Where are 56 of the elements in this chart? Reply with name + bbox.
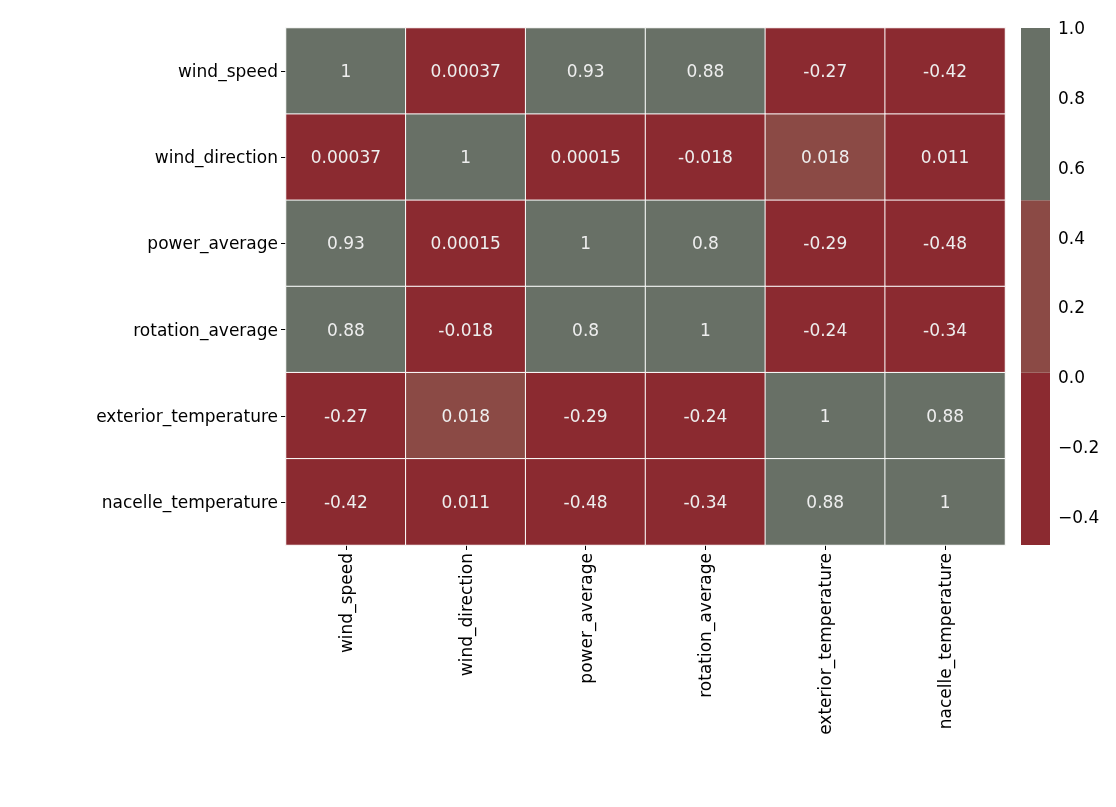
x-tick-label: wind_speed [335, 553, 357, 654]
data-label: 0.93 [566, 61, 605, 82]
x-tick-label: wind_direction [455, 553, 477, 677]
color-bar-label: 0.8 [1058, 87, 1086, 108]
data-label: 0.8 [572, 319, 600, 340]
color-bar-label: 0.2 [1058, 297, 1086, 318]
data-label: 0.00037 [430, 61, 501, 82]
x-tick-label: power_average [575, 553, 597, 684]
color-bar-label: −0.4 [1058, 507, 1100, 528]
data-label: -0.34 [923, 319, 968, 340]
data-label: 0.88 [686, 61, 725, 82]
data-label: 1 [819, 405, 831, 426]
data-label: 0.00015 [550, 147, 621, 168]
color-bar-label: 0.6 [1058, 157, 1086, 178]
data-label: -0.27 [323, 405, 368, 426]
y-tick-label: wind_speed [177, 61, 278, 83]
color-bar-label: 0.4 [1058, 227, 1086, 248]
data-label: 0.88 [326, 319, 365, 340]
data-label: 1 [700, 319, 711, 340]
data-label: 1 [340, 61, 352, 82]
data-label: 0.93 [326, 233, 365, 254]
data-label: -0.34 [683, 491, 728, 512]
data-label: -0.42 [923, 61, 968, 82]
color-bar-label: 1.0 [1058, 18, 1086, 38]
data-label: 0.018 [441, 405, 491, 426]
data-label: 0.88 [926, 405, 965, 426]
data-label: -0.018 [678, 147, 733, 168]
y-tick-label: wind_direction [154, 147, 278, 169]
color-bar-label: −0.2 [1058, 437, 1100, 458]
data-label: 0.00037 [310, 147, 382, 168]
x-tick-label: nacelle_temperature [935, 553, 957, 730]
data-label: -0.29 [803, 233, 848, 254]
y-tick-label: rotation_average [133, 319, 278, 341]
data-label: 0.00015 [430, 233, 501, 254]
data-label: 0.8 [691, 233, 719, 254]
y-tick-label: power_average [147, 233, 278, 255]
data-label: 1 [939, 491, 951, 512]
data-label: -0.24 [803, 319, 848, 340]
y-tick-label: exterior_temperature [96, 405, 278, 427]
data-label: -0.018 [438, 319, 494, 340]
data-label: 0.018 [800, 147, 850, 168]
data-label: -0.29 [563, 405, 608, 426]
data-label: 0.88 [806, 491, 845, 512]
data-label: -0.42 [323, 491, 368, 512]
data-label: 1 [460, 147, 472, 168]
data-label: -0.27 [803, 61, 848, 82]
x-tick-label: rotation_average [695, 553, 717, 698]
color-bar-label: 0.0 [1058, 367, 1086, 388]
data-label: 1 [580, 233, 591, 254]
y-tick-label: nacelle_temperature [101, 491, 278, 513]
data-label: -0.24 [683, 405, 728, 426]
x-tick-label: exterior_temperature [815, 553, 837, 735]
data-label: 0.011 [920, 147, 970, 168]
data-label: 0.011 [441, 491, 491, 512]
data-label: -0.48 [563, 491, 608, 512]
data-label: -0.48 [923, 233, 968, 254]
